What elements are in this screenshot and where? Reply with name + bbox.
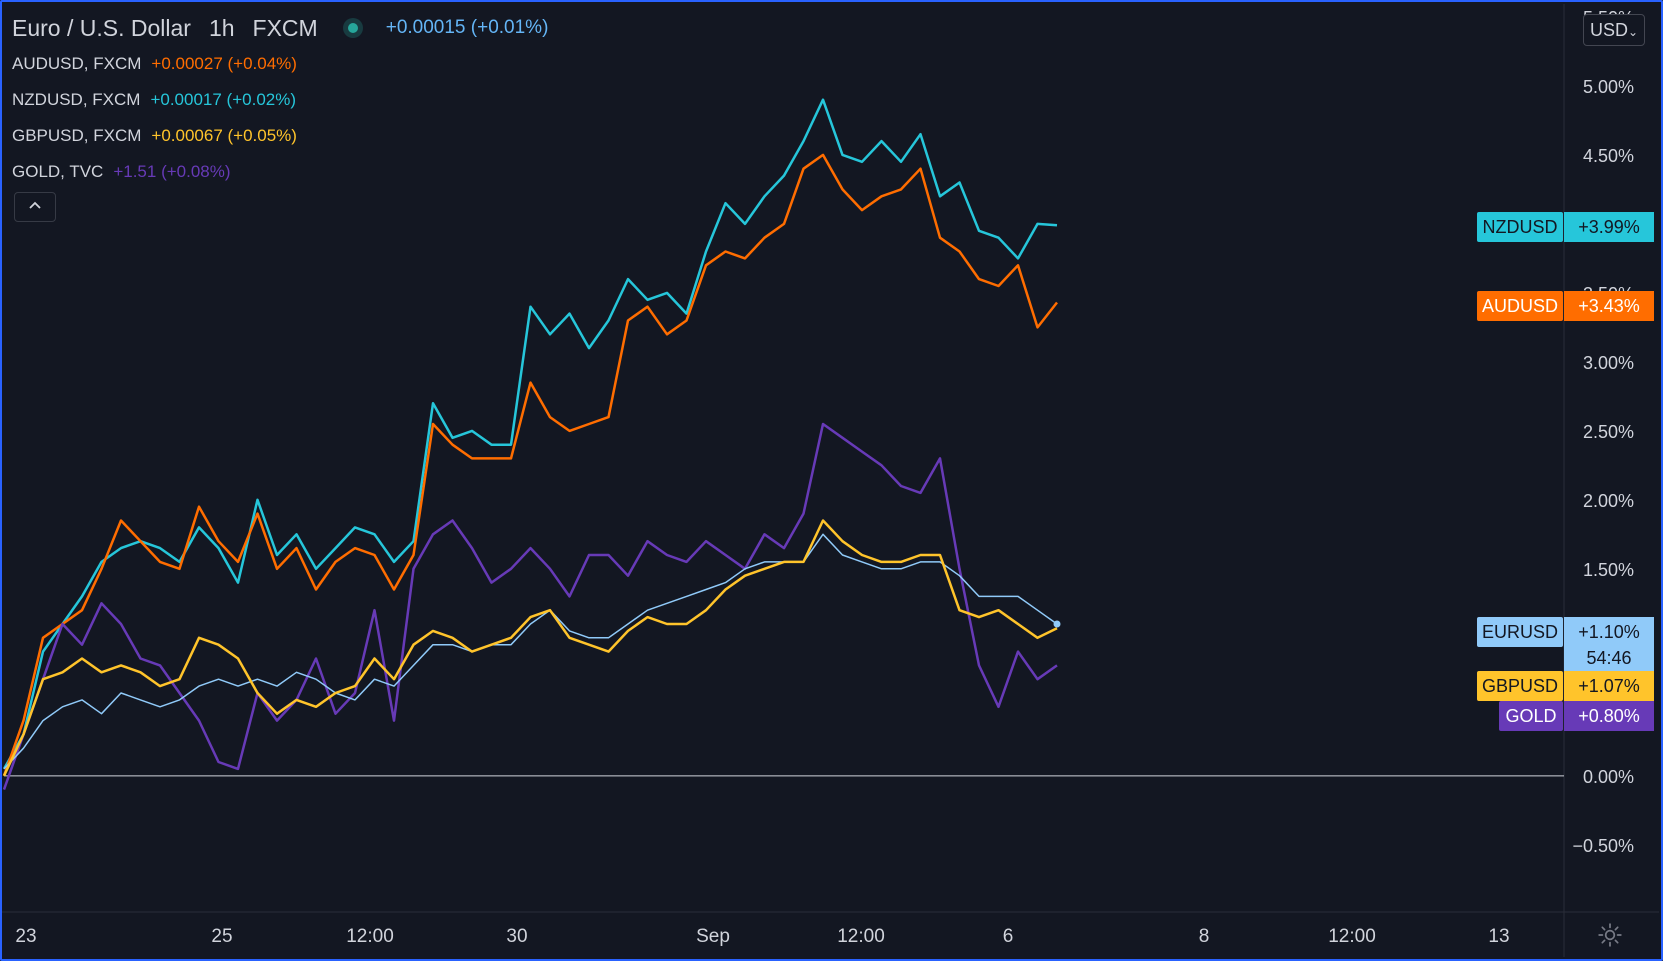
series-name-label: AUDUSD [1482, 296, 1558, 316]
series-name-tag [1477, 671, 1563, 701]
series-name-tag [1477, 212, 1563, 242]
series-line-audusd[interactable] [2, 153, 1058, 777]
legend-change: +1.51 (+0.08%) [113, 162, 231, 181]
legend-change: +0.00017 (+0.02%) [150, 90, 297, 109]
legend-row[interactable]: GBPUSD, FXCM +0.00067 (+0.05%) [12, 118, 548, 154]
last-price-dot [1053, 620, 1061, 628]
market-status-icon [347, 23, 358, 33]
x-tick-label: 23 [15, 926, 36, 947]
series-value-label: +1.07% [1578, 676, 1640, 696]
series-name-label: GBPUSD [1482, 676, 1558, 696]
chevron-up-icon [29, 201, 41, 209]
x-tick-label: 12:00 [837, 926, 885, 947]
legend-symbol: GOLD, TVC [12, 162, 104, 181]
x-tick-label: 13 [1488, 926, 1509, 947]
collapse-legend-button[interactable] [14, 192, 56, 222]
chevron-down-icon: ⌄ [1627, 25, 1639, 39]
series-line-gold[interactable] [2, 422, 1058, 791]
y-tick-label: 3.00% [1583, 353, 1634, 373]
legend-change: +0.00067 (+0.05%) [151, 126, 297, 145]
y-tick-label: 5.00% [1583, 77, 1634, 97]
y-tick-label: −0.50% [1572, 836, 1634, 856]
series-line-nzdusd[interactable] [2, 98, 1058, 770]
legend-change: +0.00027 (+0.04%) [151, 54, 297, 73]
x-tick-label: 12:00 [1328, 926, 1376, 947]
series-line-gbpusd[interactable] [2, 519, 1058, 777]
series-value-tag [1564, 701, 1654, 731]
gear-icon[interactable] [1597, 922, 1623, 948]
series-name-label: NZDUSD [1483, 217, 1558, 237]
currency-label: USD [1589, 20, 1628, 40]
legend-symbol: AUDUSD, FXCM [12, 54, 142, 73]
exchange-label: FXCM [252, 14, 318, 41]
x-tick-label: 30 [506, 926, 527, 947]
y-tick-label: 4.50% [1583, 146, 1634, 166]
legend-row[interactable]: NZDUSD, FXCM +0.00017 (+0.02%) [12, 82, 548, 118]
x-tick-label: 12:00 [346, 926, 394, 947]
interval-label[interactable]: 1h [208, 14, 235, 41]
legend-symbol: NZDUSD, FXCM [12, 90, 141, 109]
y-tick-label: 0.00% [1583, 767, 1634, 787]
main-change-value: +0.00015 (+0.01%) [385, 17, 549, 38]
x-tick-label: 6 [1003, 926, 1014, 947]
series-value-label: +3.43% [1578, 296, 1640, 316]
x-tick-label: Sep [696, 926, 730, 947]
y-tick-label: 2.50% [1583, 422, 1634, 442]
legend: Euro / U.S. Dollar 1h FXCM +0.00015 (+0.… [12, 10, 548, 190]
legend-row[interactable]: GOLD, TVC +1.51 (+0.08%) [12, 154, 548, 190]
series-value-label: +1.10% [1578, 622, 1640, 642]
series-value-tag [1564, 617, 1654, 673]
currency-selector[interactable]: USD⌄ [1583, 14, 1645, 46]
series-line-eurusd[interactable] [3, 533, 1058, 770]
series-name-tag [1477, 291, 1563, 321]
series-name-tag [1499, 701, 1563, 731]
series-name-label: GOLD [1505, 706, 1556, 726]
series-value-tag [1564, 671, 1654, 701]
symbol-title[interactable]: Euro / U.S. Dollar [12, 14, 191, 41]
series-name-label: EURUSD [1482, 622, 1558, 642]
series-value-label: +0.80% [1578, 706, 1640, 726]
x-tick-label: 8 [1199, 926, 1210, 947]
series-value-label: +3.99% [1578, 217, 1640, 237]
series-value-tag [1564, 212, 1654, 242]
legend-row[interactable]: AUDUSD, FXCM +0.00027 (+0.04%) [12, 46, 548, 82]
y-tick-label: 2.00% [1583, 491, 1634, 511]
bar-countdown-label: 54:46 [1586, 648, 1631, 668]
series-value-tag [1564, 291, 1654, 321]
legend-main-row[interactable]: Euro / U.S. Dollar 1h FXCM +0.00015 (+0.… [12, 10, 548, 46]
legend-symbol: GBPUSD, FXCM [12, 126, 142, 145]
y-tick-label: 1.50% [1583, 560, 1634, 580]
x-tick-label: 25 [211, 926, 232, 947]
series-name-tag [1477, 617, 1563, 647]
